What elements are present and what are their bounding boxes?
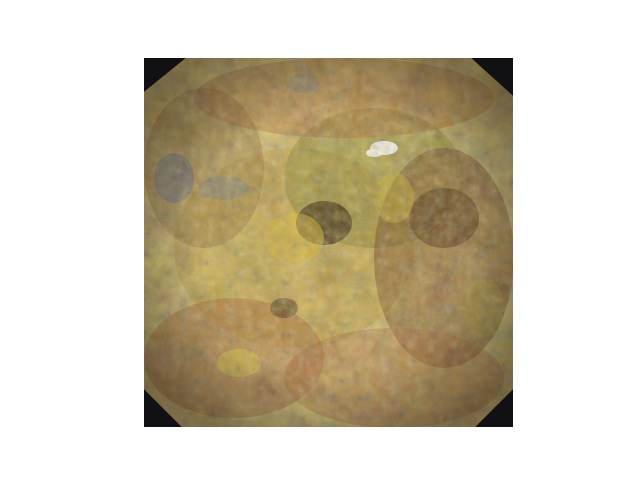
texture-image (144, 58, 513, 427)
octagonal-field-of-view (144, 58, 513, 427)
generated-image (144, 58, 513, 427)
